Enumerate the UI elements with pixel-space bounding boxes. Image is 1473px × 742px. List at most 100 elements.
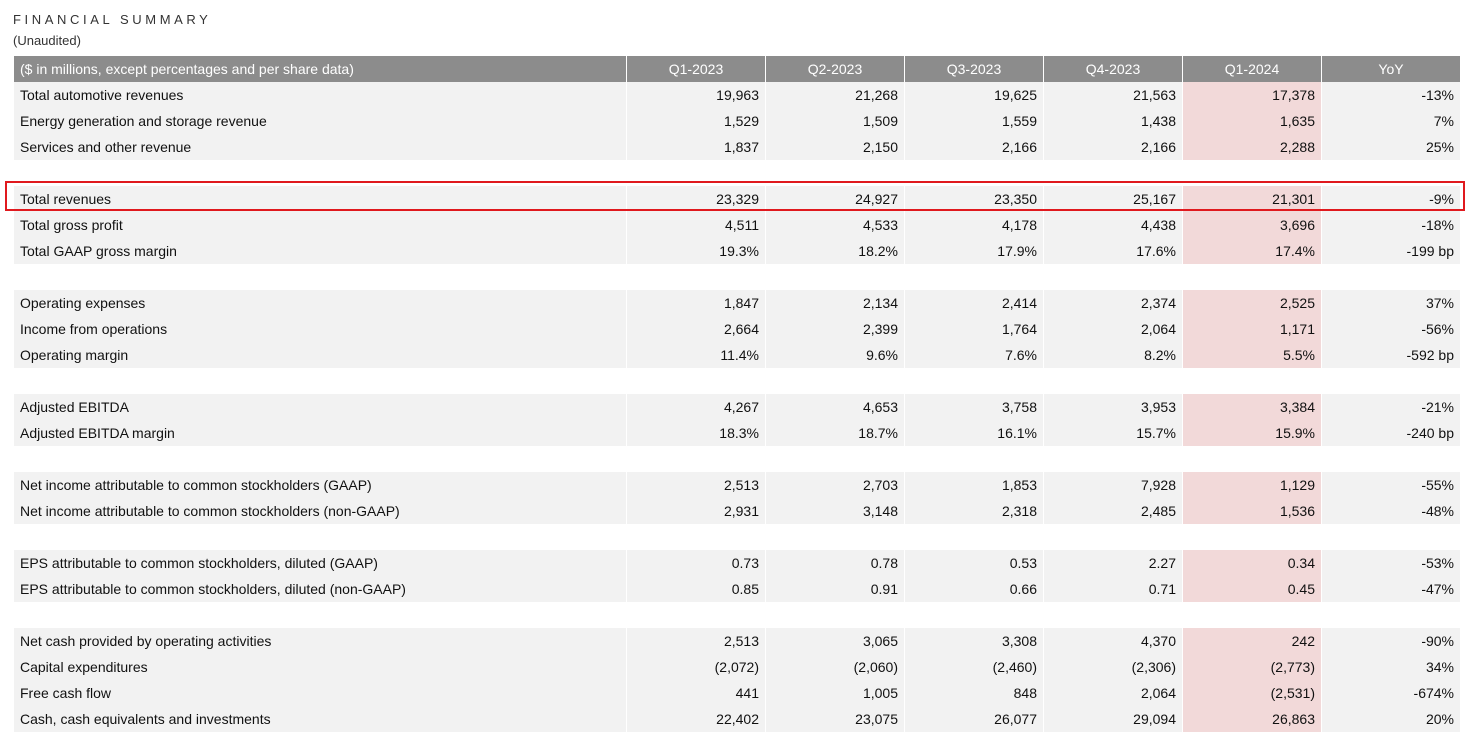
cell-q4-2023: 3,953: [1044, 394, 1183, 420]
cell-q3-2023: 19,625: [905, 82, 1044, 108]
cell-q1-2024: (2,773): [1183, 654, 1322, 680]
cell-yoy: -674%: [1322, 680, 1460, 706]
column-header-q4-2023: Q4-2023: [1044, 56, 1183, 82]
cell-q3-2023: 3,308: [905, 628, 1044, 654]
cell-q2-2023: 2,399: [766, 316, 905, 342]
cell-yoy: -47%: [1322, 576, 1460, 602]
group-spacer: [14, 602, 1460, 628]
row-label: Operating margin: [14, 342, 627, 368]
cell-yoy: 7%: [1322, 108, 1460, 134]
table-row: Adjusted EBITDA 4,267 4,653 3,758 3,953 3,384…: [14, 394, 1460, 420]
row-label: Energy generation and storage revenue: [14, 108, 627, 134]
cell-q1-2023: 0.73: [627, 550, 766, 576]
page-title: FINANCIAL SUMMARY: [13, 12, 212, 27]
cell-q1-2023: 4,267: [627, 394, 766, 420]
cell-q3-2023: 26,077: [905, 706, 1044, 732]
cell-q2-2023: 23,075: [766, 706, 905, 732]
table-row: Services and other revenue 1,837 2,150 2,16…: [14, 134, 1460, 160]
cell-q4-2023: 21,563: [1044, 82, 1183, 108]
cell-yoy: 37%: [1322, 290, 1460, 316]
cell-q1-2023: 4,511: [627, 212, 766, 238]
cell-q1-2024: 1,171: [1183, 316, 1322, 342]
cell-q4-2023: 4,370: [1044, 628, 1183, 654]
cell-q2-2023: 18.2%: [766, 238, 905, 264]
table-row: Operating margin 11.4% 9.6% 7.6% 8.2% 5.5% -59…: [14, 342, 1460, 368]
cell-q3-2023: 2,414: [905, 290, 1044, 316]
row-label: EPS attributable to common stockholders,…: [14, 576, 627, 602]
cell-q3-2023: 2,318: [905, 498, 1044, 524]
cell-q2-2023: 2,150: [766, 134, 905, 160]
table-row: Capital expenditures (2,072) (2,060) (2,460…: [14, 654, 1460, 680]
cell-q1-2024: 26,863: [1183, 706, 1322, 732]
cell-q2-2023: 21,268: [766, 82, 905, 108]
cell-q1-2024: 5.5%: [1183, 342, 1322, 368]
row-label: Adjusted EBITDA margin: [14, 420, 627, 446]
cell-q4-2023: 15.7%: [1044, 420, 1183, 446]
row-label: Adjusted EBITDA: [14, 394, 627, 420]
group-spacer: [14, 446, 1460, 472]
cell-q4-2023: 2,064: [1044, 680, 1183, 706]
group-spacer: [14, 524, 1460, 550]
cell-q1-2023: 2,513: [627, 628, 766, 654]
table-row: EPS attributable to common stockholders,…: [14, 550, 1460, 576]
cell-q2-2023: 1,509: [766, 108, 905, 134]
cell-q2-2023: 3,148: [766, 498, 905, 524]
cell-q1-2024: 242: [1183, 628, 1322, 654]
cell-q2-2023: 0.91: [766, 576, 905, 602]
row-label: Net income attributable to common stockh…: [14, 498, 627, 524]
table-row: Total revenues 23,329 24,927 23,350 25,167 21…: [14, 186, 1460, 212]
column-header-q3-2023: Q3-2023: [905, 56, 1044, 82]
cell-q1-2023: 0.85: [627, 576, 766, 602]
cell-yoy: -9%: [1322, 186, 1460, 212]
cell-q1-2023: 2,931: [627, 498, 766, 524]
cell-q1-2023: 23,329: [627, 186, 766, 212]
cell-q4-2023: 1,438: [1044, 108, 1183, 134]
cell-q1-2024: 2,525: [1183, 290, 1322, 316]
cell-q4-2023: 2.27: [1044, 550, 1183, 576]
cell-yoy: -199 bp: [1322, 238, 1460, 264]
cell-q1-2023: 19.3%: [627, 238, 766, 264]
cell-q3-2023: 0.53: [905, 550, 1044, 576]
cell-q4-2023: 0.71: [1044, 576, 1183, 602]
cell-q3-2023: 3,758: [905, 394, 1044, 420]
cell-q1-2023: 18.3%: [627, 420, 766, 446]
row-label: Free cash flow: [14, 680, 627, 706]
cell-q2-2023: 9.6%: [766, 342, 905, 368]
row-label: Total gross profit: [14, 212, 627, 238]
row-label: Capital expenditures: [14, 654, 627, 680]
table-row: Operating expenses 1,847 2,134 2,414 2,374 2,…: [14, 290, 1460, 316]
cell-q2-2023: 2,703: [766, 472, 905, 498]
group-spacer: [14, 160, 1460, 186]
cell-q2-2023: 4,653: [766, 394, 905, 420]
cell-yoy: 25%: [1322, 134, 1460, 160]
cell-yoy: -240 bp: [1322, 420, 1460, 446]
cell-yoy: 34%: [1322, 654, 1460, 680]
cell-q3-2023: 2,166: [905, 134, 1044, 160]
table-row: Free cash flow 441 1,005 848 2,064 (2,531) -67…: [14, 680, 1460, 706]
cell-q1-2024: 17.4%: [1183, 238, 1322, 264]
cell-q4-2023: 4,438: [1044, 212, 1183, 238]
cell-q4-2023: 2,166: [1044, 134, 1183, 160]
cell-q1-2024: 17,378: [1183, 82, 1322, 108]
table-row: Total automotive revenues 19,963 21,268 19,…: [14, 82, 1460, 108]
cell-q1-2023: 2,664: [627, 316, 766, 342]
cell-q1-2024: 1,129: [1183, 472, 1322, 498]
cell-q4-2023: 8.2%: [1044, 342, 1183, 368]
cell-q1-2023: 1,837: [627, 134, 766, 160]
cell-q3-2023: 7.6%: [905, 342, 1044, 368]
table-row: Total GAAP gross margin 19.3% 18.2% 17.9% 17…: [14, 238, 1460, 264]
cell-q1-2024: 15.9%: [1183, 420, 1322, 446]
cell-q4-2023: 25,167: [1044, 186, 1183, 212]
cell-yoy: -56%: [1322, 316, 1460, 342]
column-header-q1-2024: Q1-2024: [1183, 56, 1322, 82]
cell-q1-2023: 1,529: [627, 108, 766, 134]
table-header-row: ($ in millions, except percentages and p…: [14, 56, 1460, 82]
column-header-q2-2023: Q2-2023: [766, 56, 905, 82]
cell-yoy: -48%: [1322, 498, 1460, 524]
cell-q3-2023: 17.9%: [905, 238, 1044, 264]
cell-q3-2023: (2,460): [905, 654, 1044, 680]
row-label: Income from operations: [14, 316, 627, 342]
cell-q2-2023: (2,060): [766, 654, 905, 680]
cell-q1-2024: 1,536: [1183, 498, 1322, 524]
cell-q1-2023: 22,402: [627, 706, 766, 732]
